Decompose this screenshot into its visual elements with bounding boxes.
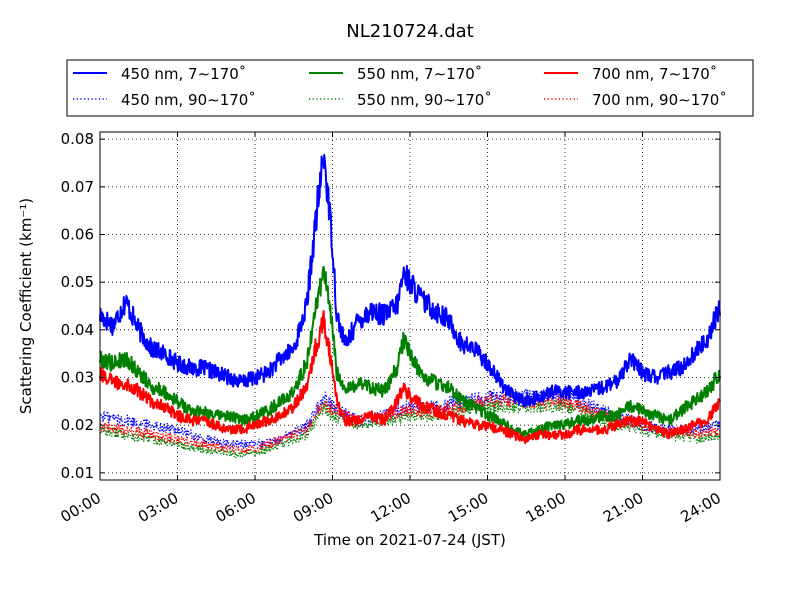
series-450nm-total-line: [99, 153, 721, 408]
series-700nm-back-line: [99, 393, 721, 454]
legend-label-550-total: 550 nm, 7∼170˚: [357, 65, 482, 83]
legend-label-700-back: 700 nm, 90∼170˚: [592, 91, 727, 109]
y-tick-label: 0.07: [61, 178, 94, 196]
y-tick-label: 0.02: [61, 416, 94, 434]
series-550nm-total-line: [99, 266, 721, 440]
y-tick-label: 0.08: [61, 130, 94, 148]
legend-label-450-back: 450 nm, 90∼170˚: [121, 91, 256, 109]
x-axis-label: Time on 2021-07-24 (JST): [313, 531, 506, 549]
legend: 450 nm, 7∼170˚ 450 nm, 90∼170˚ 550 nm, 7…: [66, 59, 754, 117]
y-tick-label: 0.04: [61, 321, 94, 339]
legend-label-550-back: 550 nm, 90∼170˚: [357, 91, 492, 109]
y-axis-label: Scattering Coefficient (km⁻¹): [17, 198, 35, 414]
y-tick-label: 0.01: [61, 464, 94, 482]
series-700nm-total-line: [99, 310, 721, 445]
chart-title: NL210724.dat: [346, 21, 473, 42]
legend-label-700-total: 700 nm, 7∼170˚: [592, 65, 717, 83]
y-tick-label: 0.06: [61, 225, 94, 243]
y-tick-label: 0.05: [61, 273, 94, 291]
series-lines: [99, 153, 721, 459]
y-tick-label: 0.03: [61, 369, 94, 387]
legend-box: [66, 59, 754, 117]
legend-label-450-total: 450 nm, 7∼170˚: [121, 65, 246, 83]
